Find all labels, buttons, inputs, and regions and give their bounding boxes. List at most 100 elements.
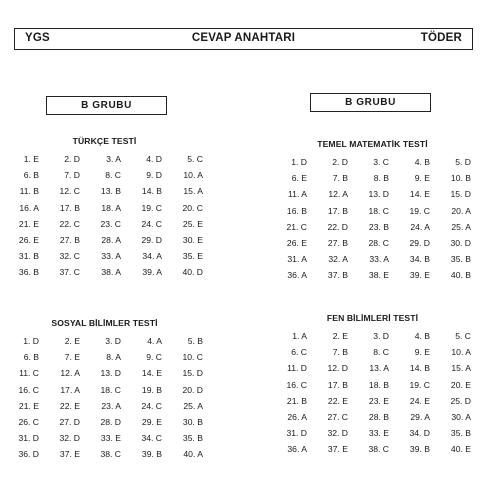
answer-cell: 6. C (291, 347, 307, 358)
answer-cell: 19. B (141, 384, 162, 395)
answer-cell: 35. B (450, 428, 471, 439)
answer-cell: 23. E (368, 395, 389, 406)
answer-cell: 7. B (332, 347, 348, 358)
answer-cell: 26. E (18, 234, 39, 245)
answer-cell: 32. C (59, 251, 80, 262)
answer-cell: 34. D (409, 428, 430, 439)
answer-cell: 14. E (409, 189, 430, 200)
answer-cell: 23. B (368, 221, 389, 232)
answer-cell: 11. A (288, 189, 307, 200)
answer-cell: 20. A (451, 205, 471, 216)
answer-cell: 16. A (19, 202, 39, 213)
answer-cell: 10. B (450, 173, 471, 184)
answer-cell: 30. D (450, 237, 471, 248)
answer-cell: 24. E (409, 395, 430, 406)
answer-cell: 5. C (187, 154, 203, 164)
answer-cell: 27. B (327, 237, 348, 248)
answer-cell: 40. A (183, 449, 203, 460)
answer-cell: 3. C (373, 157, 389, 167)
answer-cell: 6. B (23, 170, 39, 181)
answer-cell: 4. B (414, 157, 430, 167)
answer-cell: 24. A (410, 221, 430, 232)
answer-cell: 40. E (450, 444, 471, 455)
answer-cell: 20. D (182, 384, 203, 395)
answer-cell: 22. D (327, 221, 348, 232)
answer-cell: 11. C (19, 368, 39, 379)
answer-cell: 37. E (59, 449, 80, 460)
answer-cell: 38. C (100, 449, 121, 460)
answer-cell: 28. D (100, 416, 121, 427)
answer-cell: 8. A (106, 352, 121, 363)
answer-cell: 1. D (291, 157, 307, 167)
answer-cell: 14. B (409, 363, 430, 374)
answer-cell: 26. C (18, 416, 39, 427)
answer-cell: 15. A (183, 186, 203, 197)
matematik-section: TEMEL MATEMATİK TESTİ 1. D 2. D 3. C 4. B 5.… (270, 139, 475, 284)
answer-cell: 33. A (101, 251, 121, 262)
answer-cell: 10. A (451, 347, 471, 358)
page-title: CEVAP ANAHTARI (191, 32, 296, 44)
answer-cell: 25. E (182, 218, 203, 229)
answer-cell: 26. A (287, 411, 307, 422)
answer-cell: 8. B (373, 173, 389, 184)
answer-cell: 5. B (187, 336, 203, 346)
answer-cell: 12. A (328, 189, 348, 200)
answer-cell: 35. B (182, 433, 203, 444)
answer-cell: 23. C (100, 218, 121, 229)
answer-cell: 20. C (182, 202, 203, 213)
answer-grid: 1. E 2. D 3. A 4. D 5. C 6. B 7. D 8. C 9. D 10. … (2, 151, 207, 281)
section-title: TEMEL MATEMATİK TESTİ (317, 139, 428, 149)
answer-cell: 16. C (18, 384, 39, 395)
answer-cell: 4. B (414, 331, 430, 341)
answer-cell: 29. D (141, 234, 162, 245)
answer-cell: 36. B (18, 267, 39, 278)
answer-cell: 38. E (368, 270, 389, 281)
answer-cell: 19. C (409, 379, 430, 390)
answer-cell: 33. E (368, 428, 389, 439)
answer-cell: 3. D (105, 336, 121, 346)
publisher-name: TÖDER (420, 32, 462, 44)
answer-cell: 12. D (327, 363, 348, 374)
answer-cell: 18. C (368, 205, 389, 216)
answer-cell: 19. C (409, 205, 430, 216)
section-title: SOSYAL BİLİMLER TESTİ (51, 318, 158, 328)
answer-cell: 25. A (183, 400, 203, 411)
answer-cell: 4. A (147, 336, 162, 346)
answer-cell: 37. E (327, 444, 348, 455)
answer-cell: 24. C (141, 218, 162, 229)
answer-cell: 32. A (328, 254, 348, 265)
answer-cell: 11. D (287, 363, 307, 374)
answer-cell: 14. E (141, 368, 162, 379)
answer-cell: 27. B (59, 234, 80, 245)
answer-cell: 29. E (141, 416, 162, 427)
answer-cell: 34. B (409, 254, 430, 265)
answer-cell: 25. A (451, 221, 471, 232)
answer-cell: 13. D (100, 368, 121, 379)
answer-cell: 31. B (18, 251, 39, 262)
answer-cell: 13. D (368, 189, 389, 200)
answer-cell: 6. B (23, 352, 39, 363)
sosyal-section: SOSYAL BİLİMLER TESTİ 1. D 2. E 3. D 4. A 5.… (2, 318, 207, 463)
answer-cell: 37. B (327, 270, 348, 281)
answer-cell: 17. B (59, 202, 80, 213)
turkce-section: TÜRKÇE TESTİ 1. E 2. D 3. A 4. D 5. C 6. B 7. … (2, 136, 207, 281)
answer-cell: 18. C (100, 384, 121, 395)
section-title: TÜRKÇE TESTİ (72, 136, 137, 146)
answer-cell: 35. B (450, 254, 471, 265)
answer-cell: 31. D (18, 433, 39, 444)
answer-cell: 18. B (368, 379, 389, 390)
answer-cell: 3. A (106, 154, 121, 164)
answer-cell: 33. A (369, 254, 389, 265)
answer-key-header: YGS CEVAP ANAHTARI TÖDER (14, 28, 473, 50)
answer-cell: 25. D (450, 395, 471, 406)
answer-cell: 21. C (286, 221, 307, 232)
answer-cell: 9. E (414, 173, 430, 184)
answer-cell: 19. C (141, 202, 162, 213)
answer-cell: 40. B (450, 270, 471, 281)
answer-cell: 39. E (409, 270, 430, 281)
answer-cell: 12. C (59, 186, 80, 197)
answer-cell: 28. B (368, 411, 389, 422)
answer-cell: 31. A (287, 254, 307, 265)
answer-cell: 24. C (141, 400, 162, 411)
answer-cell: 10. C (182, 352, 203, 363)
